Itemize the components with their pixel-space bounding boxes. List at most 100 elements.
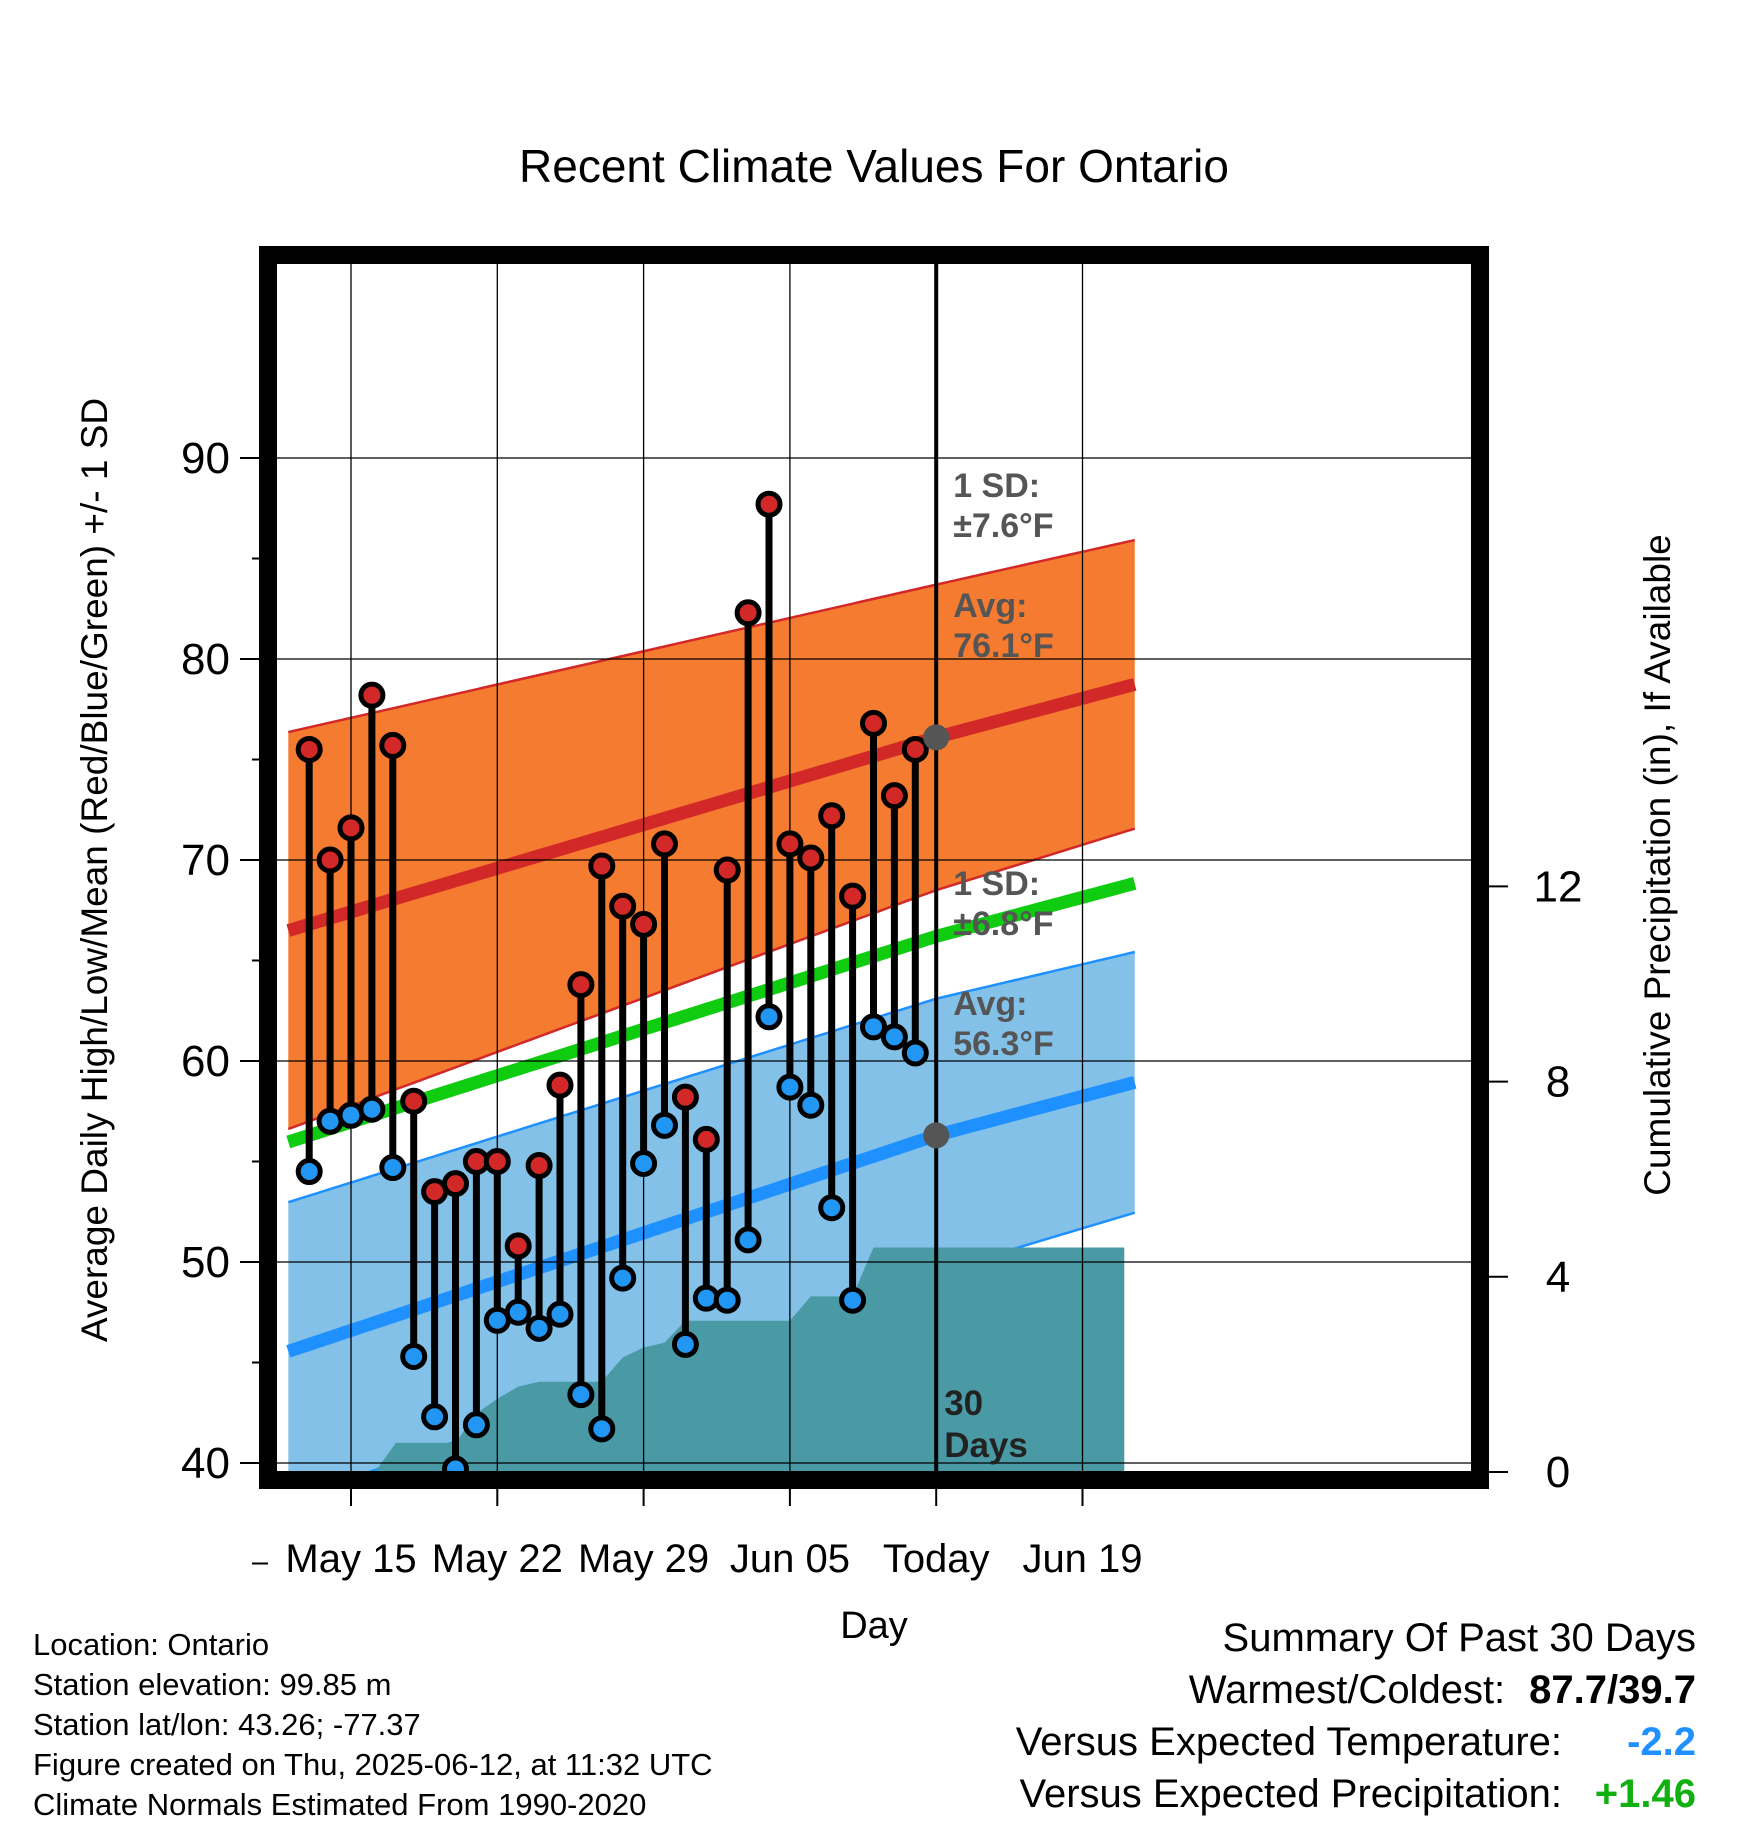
daily-low-point: [504, 1298, 532, 1326]
summary-temp-value: -2.2: [1627, 1720, 1696, 1764]
daily-high-point: [546, 1071, 574, 1099]
plot-frame: [259, 246, 1489, 1489]
y2-tick-label: 8: [1546, 1058, 1570, 1107]
high-normal-line: [286, 678, 1137, 937]
summary-warmest-label: Warmest/Coldest:: [1188, 1668, 1506, 1712]
observations: [295, 490, 929, 1480]
daily-low-point: [379, 1154, 407, 1182]
high-sd-value: ±7.6°F: [953, 507, 1053, 545]
info-latlon: Station lat/lon: 43.26; -77.37: [33, 1707, 421, 1742]
x-tick-label: May 22: [432, 1537, 563, 1581]
y-tick-label: 70: [181, 836, 230, 885]
daily-high-point: [609, 892, 637, 920]
daily-high-point: [379, 731, 407, 759]
daily-low-point: [839, 1286, 867, 1314]
summary-panel: Summary Of Past 30 Days Warmest/Coldest:…: [1016, 1612, 1696, 1820]
y2-axis-ticks: 0 4 8 12: [1480, 862, 1582, 1497]
daily-low-point: [651, 1111, 678, 1139]
low-sd-value: ±6.8°F: [953, 905, 1053, 943]
x-tick-label: Today: [883, 1537, 990, 1581]
daily-high-point: [525, 1152, 553, 1180]
summary-title: Summary Of Past 30 Days: [1222, 1616, 1696, 1660]
daily-low-point: [358, 1095, 386, 1123]
summary-precip-label: Versus Expected Precipitation:: [1019, 1772, 1562, 1816]
daily-low-point: [860, 1013, 887, 1041]
daily-high-point: [630, 910, 658, 938]
high-sd-lower-edge: [287, 827, 1136, 1131]
x-axis-label: Day: [840, 1605, 908, 1647]
daily-high-point: [818, 802, 846, 830]
today-low-normal-dot: [923, 1122, 950, 1149]
info-created: Figure created on Thu, 2025-06-12, at 11…: [33, 1747, 713, 1782]
daily-low-point: [546, 1300, 574, 1328]
x-tick-label: Jun 05: [730, 1537, 850, 1581]
daily-low-point: [671, 1330, 699, 1358]
y-tick-label: 40: [181, 1439, 230, 1488]
daily-high-point: [734, 599, 762, 627]
y-tick-label: 90: [181, 434, 230, 483]
summary-warmest-value: 87.7/39.7: [1529, 1668, 1696, 1712]
daily-high-point: [651, 830, 678, 858]
low-avg-value: 56.3°F: [953, 1025, 1054, 1063]
summary-precip-value: +1.46: [1594, 1772, 1696, 1816]
days-word-label: Days: [944, 1426, 1028, 1465]
daily-high-point: [860, 709, 887, 737]
daily-high-point: [588, 852, 616, 880]
daily-high-point: [901, 735, 929, 763]
daily-low-point: [567, 1381, 595, 1409]
daily-low-point: [609, 1264, 637, 1292]
low-sd-upper-edge: [287, 950, 1136, 1204]
x-tick-label: Jun 19: [1022, 1537, 1142, 1581]
daily-high-point: [358, 681, 386, 709]
high-sd-band: [288, 540, 1135, 1130]
daily-low-point: [755, 1003, 783, 1031]
daily-low-point: [713, 1286, 741, 1314]
daily-low-point: [630, 1150, 658, 1178]
daily-low-point: [462, 1411, 490, 1439]
daily-low-point: [400, 1342, 428, 1370]
daily-low-point: [776, 1073, 804, 1101]
daily-high-point: [400, 1087, 428, 1115]
high-avg-value: 76.1°F: [953, 627, 1054, 665]
precip-area: [309, 1247, 1125, 1472]
daily-high-point: [713, 856, 741, 884]
daily-high-point: [776, 830, 804, 858]
summary-temp-label: Versus Expected Temperature:: [1015, 1720, 1562, 1764]
daily-low-point: [525, 1314, 553, 1342]
daily-low-point: [880, 1023, 908, 1051]
daily-high-point: [692, 1125, 720, 1153]
daily-low-point: [588, 1415, 616, 1443]
high-sd-label: 1 SD:: [953, 467, 1040, 505]
daily-low-point: [797, 1091, 825, 1119]
daily-high-point: [880, 782, 908, 810]
daily-high-point: [337, 814, 365, 842]
low-avg-label: Avg:: [953, 985, 1027, 1023]
summary-temp-row: Versus Expected Temperature: -2.2: [1016, 1716, 1696, 1768]
x-axis-ticks: May 15 May 22 May 29 Jun 05 Today Jun 19: [285, 1480, 1143, 1581]
today-high-normal-dot: [923, 724, 950, 751]
chart-title: Recent Climate Values For Ontario: [519, 140, 1229, 192]
high-sd-upper-edge: [288, 538, 1136, 734]
y2-axis-label: Cumulative Precipitation (in), If Availa…: [1637, 534, 1678, 1196]
daily-low-point: [295, 1158, 323, 1186]
mean-normal-line: [286, 877, 1137, 1149]
daily-high-point: [295, 735, 323, 763]
y-tick-label: 80: [181, 635, 230, 684]
info-normals: Climate Normals Estimated From 1990-2020: [33, 1787, 647, 1822]
daily-high-point: [442, 1170, 469, 1198]
daily-high-point: [797, 844, 825, 872]
daily-low-point: [901, 1039, 929, 1067]
daily-high-point: [504, 1232, 532, 1260]
y-tick-label: 50: [181, 1238, 230, 1287]
y2-tick-label: 4: [1546, 1253, 1570, 1302]
daily-low-point: [818, 1194, 846, 1222]
daily-low-point: [734, 1226, 762, 1254]
summary-warmest-row: Warmest/Coldest: 87.7/39.7: [1016, 1664, 1696, 1716]
daily-high-point: [567, 971, 595, 999]
daily-high-point: [316, 846, 344, 874]
y-tick-label: 60: [181, 1037, 230, 1086]
x-tick-label: May 29: [578, 1537, 709, 1581]
high-avg-label: Avg:: [953, 587, 1027, 625]
